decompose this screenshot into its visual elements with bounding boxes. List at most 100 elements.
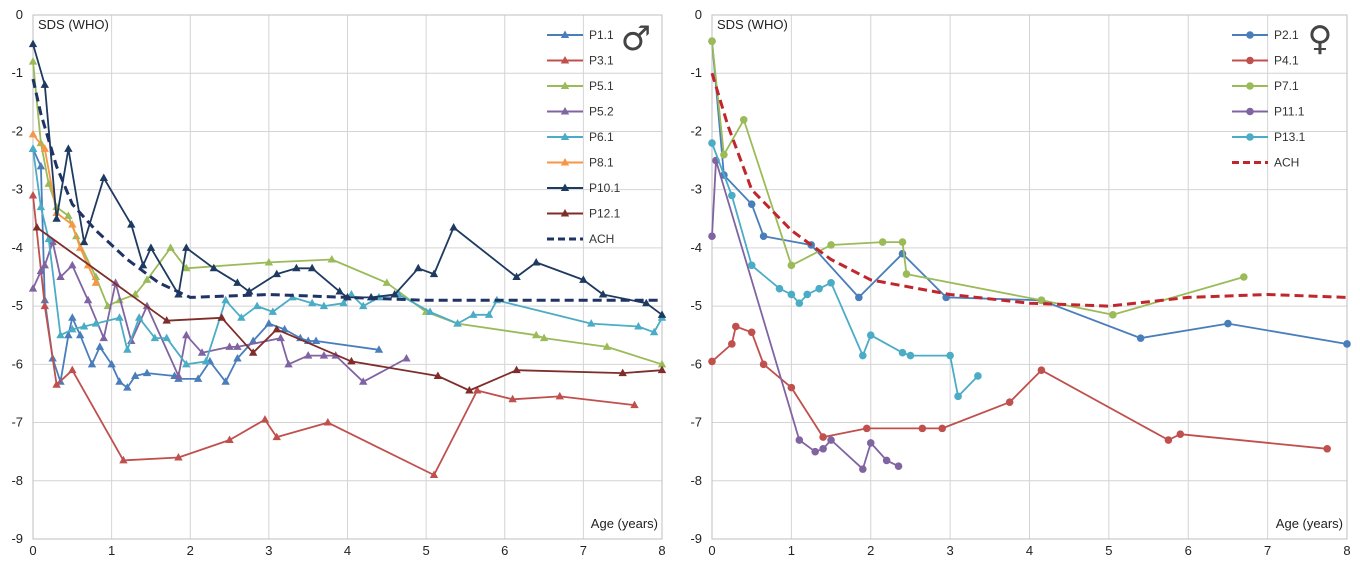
data-point	[95, 342, 105, 350]
data-point	[1164, 436, 1173, 444]
data-point	[1037, 366, 1046, 374]
data-point	[252, 301, 262, 310]
y-tick-label: -7	[690, 415, 702, 430]
data-point	[508, 394, 517, 403]
data-point	[759, 360, 768, 369]
data-point	[134, 313, 144, 321]
data-point	[1323, 444, 1331, 453]
data-point	[787, 383, 796, 392]
data-point	[414, 263, 423, 272]
data-point	[162, 316, 171, 324]
data-point	[75, 330, 85, 339]
data-point	[99, 173, 108, 182]
legend-marker	[1246, 82, 1254, 90]
data-point	[359, 377, 368, 385]
data-point	[739, 116, 748, 124]
y-tick-label: -3	[11, 182, 23, 197]
data-point	[657, 310, 667, 318]
data-point	[862, 424, 871, 433]
data-point	[587, 319, 596, 327]
data-point	[182, 263, 191, 272]
data-point	[827, 279, 835, 287]
data-point	[747, 328, 756, 337]
x-tick-label: 6	[1185, 543, 1192, 558]
legend-label: P6.1	[589, 130, 614, 144]
x-tick-label: 0	[708, 543, 715, 558]
data-point	[68, 365, 77, 374]
data-point	[390, 289, 399, 298]
series-line	[711, 142, 979, 398]
data-point	[469, 310, 478, 318]
legend-label: P4.1	[1274, 54, 1299, 68]
x-tick-label: 1	[108, 543, 115, 558]
x-tick-label: 8	[658, 543, 665, 558]
data-point	[803, 290, 812, 299]
x-tick-label: 4	[1026, 543, 1033, 558]
chart-panel-2: 0 1 2 3 4 5 6 7 8 0 -1 -2 -3 -4 -5 -6 -7 -8 -9 SDS (WHO) Age…	[690, 7, 1351, 558]
y-tick-label: -6	[690, 356, 702, 371]
y-tick-label: -9	[11, 531, 23, 546]
data-point	[465, 386, 474, 394]
data-point	[79, 321, 89, 330]
data-point	[182, 359, 191, 368]
x-tick-label: 2	[187, 543, 194, 558]
legend-label: P3.1	[589, 54, 614, 68]
data-point	[1224, 319, 1232, 328]
data-point	[107, 359, 116, 368]
gridlines	[32, 14, 663, 540]
x-tick-label: 6	[501, 543, 508, 558]
data-point	[40, 301, 49, 310]
data-point	[221, 377, 230, 385]
data-point	[36, 161, 46, 170]
y-tick-label: -8	[11, 473, 23, 488]
data-point	[268, 307, 278, 315]
data-point	[32, 223, 42, 231]
data-point	[634, 321, 643, 330]
data-point	[68, 313, 77, 321]
data-point	[642, 298, 651, 307]
data-point	[284, 359, 293, 368]
y-tick-label: -6	[11, 356, 23, 371]
x-axis-label: Age (years)	[591, 516, 658, 531]
data-point	[36, 266, 46, 275]
data-point	[217, 313, 226, 321]
data-point	[28, 57, 38, 65]
legend-label: P12.1	[589, 207, 621, 221]
data-point	[759, 232, 768, 241]
data-point	[579, 275, 588, 283]
data-point	[425, 307, 435, 315]
data-point	[484, 310, 494, 318]
data-point	[142, 275, 152, 283]
data-point	[127, 220, 136, 228]
x-tick-label: 7	[580, 543, 587, 558]
series-line	[36, 226, 663, 392]
legend-marker	[560, 158, 570, 166]
data-point	[898, 238, 907, 246]
data-point	[233, 342, 242, 350]
data-point	[649, 327, 659, 336]
data-point	[28, 39, 38, 48]
data-point	[123, 345, 132, 353]
data-point	[1176, 430, 1185, 439]
y-tick-label: -5	[690, 298, 702, 313]
data-point	[193, 374, 203, 382]
data-point	[83, 295, 93, 304]
data-point	[449, 223, 458, 231]
legend: P1.1 P3.1 P5.1 P5.2 P6.1 P8.1 P10.1 P12.1 ACH	[547, 28, 621, 246]
data-point	[248, 348, 258, 356]
y-tick-label: 0	[695, 7, 702, 22]
legend-marker	[560, 132, 570, 140]
x-tick-label: 5	[423, 543, 430, 558]
x-tick-label: 5	[1105, 543, 1112, 558]
data-point	[898, 348, 907, 357]
data-point	[52, 380, 61, 388]
data-point	[292, 263, 301, 272]
data-point	[182, 243, 191, 251]
data-point	[56, 330, 65, 339]
series-ach	[31, 78, 662, 302]
x-tick-label: 3	[947, 543, 954, 558]
data-point	[64, 144, 73, 152]
data-point	[174, 371, 183, 379]
data-point	[708, 357, 716, 366]
